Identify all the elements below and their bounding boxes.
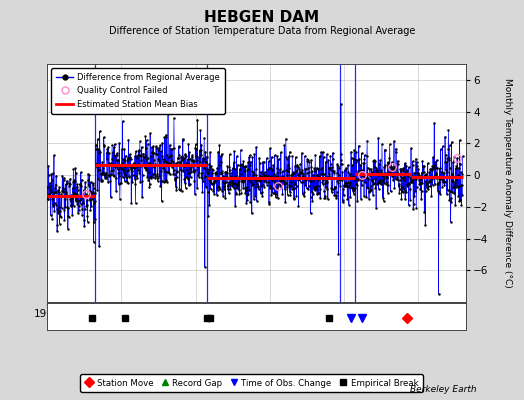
Legend: Station Move, Record Gap, Time of Obs. Change, Empirical Break: Station Move, Record Gap, Time of Obs. C… bbox=[81, 374, 422, 392]
Text: HEBGEN DAM: HEBGEN DAM bbox=[204, 10, 320, 25]
Text: Berkeley Earth: Berkeley Earth bbox=[410, 385, 477, 394]
Legend: Difference from Regional Average, Quality Control Failed, Estimated Station Mean: Difference from Regional Average, Qualit… bbox=[51, 68, 225, 114]
Y-axis label: Monthly Temperature Anomaly Difference (°C): Monthly Temperature Anomaly Difference (… bbox=[503, 78, 511, 288]
Text: Difference of Station Temperature Data from Regional Average: Difference of Station Temperature Data f… bbox=[109, 26, 415, 36]
